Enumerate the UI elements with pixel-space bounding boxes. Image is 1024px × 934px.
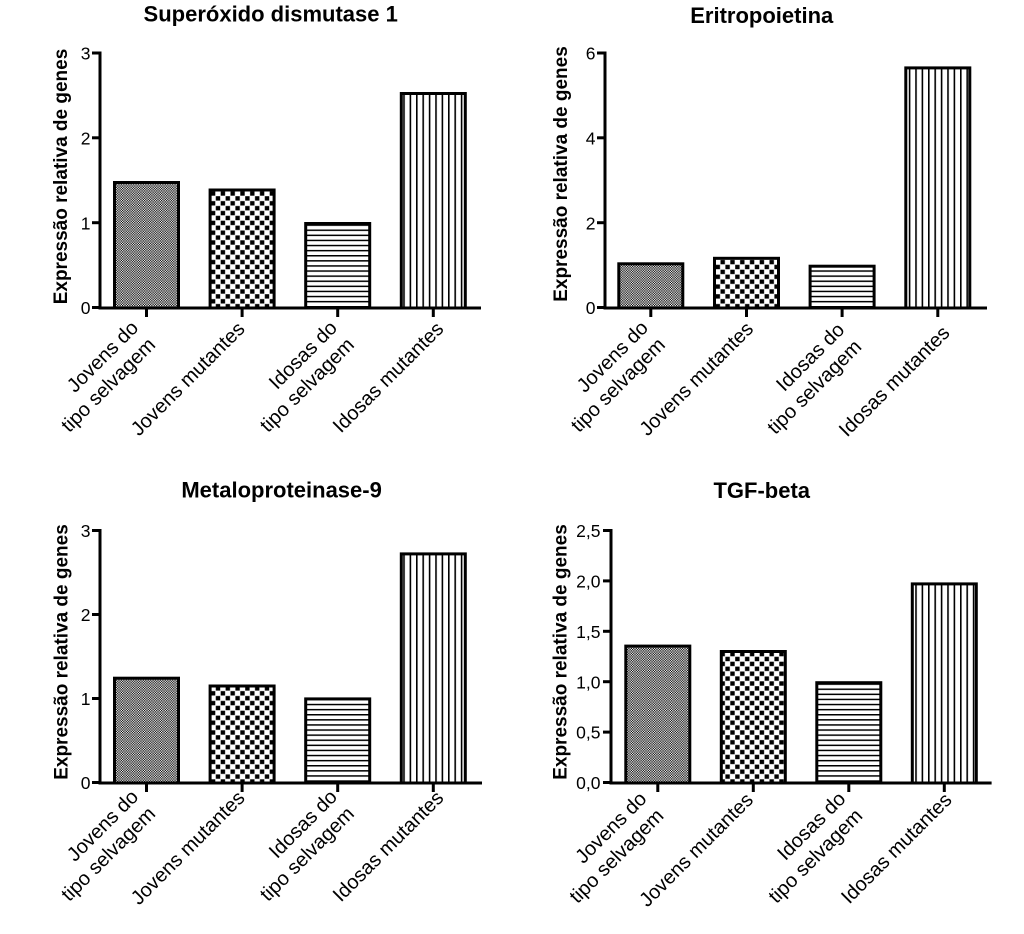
svg-text:0,5: 0,5 [576, 723, 600, 743]
svg-text:Idosas mutantes: Idosas mutantes [837, 789, 956, 908]
svg-text:1: 1 [81, 689, 91, 709]
svg-text:Eritropoietina: Eritropoietina [690, 3, 834, 28]
svg-text:Expressão relativa de genes: Expressão relativa de genes [52, 524, 73, 780]
svg-text:0: 0 [81, 773, 91, 793]
svg-text:Idosas mutantes: Idosas mutantes [329, 787, 448, 906]
svg-text:1: 1 [81, 213, 91, 233]
svg-text:Metaloproteinase-9: Metaloproteinase-9 [181, 478, 382, 503]
svg-text:1,5: 1,5 [576, 622, 600, 642]
svg-text:2,0: 2,0 [576, 572, 601, 592]
svg-text:0: 0 [586, 298, 596, 318]
svg-text:TGF-beta: TGF-beta [713, 478, 810, 503]
svg-text:Expressão relativa de genes: Expressão relativa de genes [551, 46, 572, 302]
svg-text:2: 2 [81, 605, 91, 625]
svg-text:3: 3 [81, 521, 91, 541]
svg-text:6: 6 [586, 44, 596, 64]
svg-text:0,0: 0,0 [576, 773, 601, 793]
svg-text:Idosas mutantes: Idosas mutantes [329, 318, 448, 437]
svg-text:3: 3 [81, 44, 91, 64]
svg-text:1,0: 1,0 [576, 672, 601, 692]
svg-text:2,5: 2,5 [576, 521, 600, 541]
svg-text:4: 4 [586, 128, 596, 148]
svg-text:Expressão relativa de genes: Expressão relativa de genes [51, 49, 72, 305]
svg-text:Expressão relativa de genes: Expressão relativa de genes [551, 524, 572, 780]
svg-text:0: 0 [81, 298, 91, 318]
svg-text:Superóxido dismutase 1: Superóxido dismutase 1 [144, 2, 398, 27]
svg-text:2: 2 [586, 213, 596, 233]
svg-text:2: 2 [81, 128, 91, 148]
